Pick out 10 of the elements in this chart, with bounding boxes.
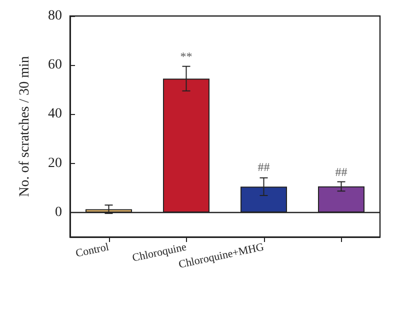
annotation: ## xyxy=(335,165,348,180)
y-tick-label: 60 xyxy=(48,58,62,73)
y-tick-label: 20 xyxy=(48,156,62,171)
y-tick-label: 40 xyxy=(48,106,62,122)
annotation: ## xyxy=(258,160,270,174)
y-axis-title: No. of scratches / 30 min xyxy=(18,56,32,197)
y-tick-label: 0 xyxy=(55,204,62,220)
x-tick-label: Control xyxy=(74,241,110,260)
y-tick-label: 80 xyxy=(48,8,62,24)
annotation: ** xyxy=(180,50,192,64)
